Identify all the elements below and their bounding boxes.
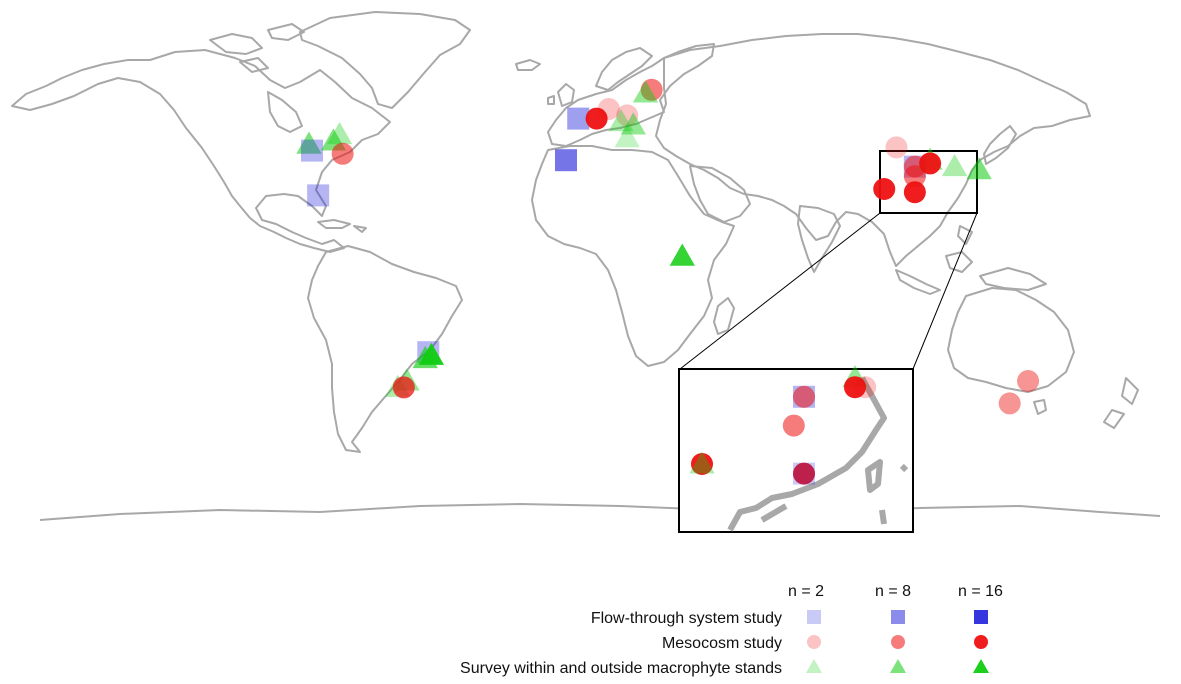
australia-outline [947,287,1075,393]
africa-outline [531,145,735,367]
scandinavia-outline [595,47,653,91]
site-marker-meso-8 [597,98,620,120]
uk-ireland-outline [547,83,575,107]
site-marker-survey-15 [632,80,659,103]
site-marker-flow-6 [567,107,590,130]
inset-marker-flow-5 [793,462,815,485]
legend-square-icon-flow-n2 [807,610,821,624]
site-marker-survey-31 [941,153,968,177]
caribbean-outline [317,219,367,233]
europe-outline [547,43,715,147]
site-marker-meso-29 [873,178,896,200]
arabia-outline [689,165,751,223]
inset-connector-left [679,212,881,370]
inset-marker-meso-4 [793,462,815,485]
greenland-outline [299,11,471,109]
inset-marker-meso-2 [793,385,815,408]
legend-size-header-2: n = 8 [875,583,911,600]
north-america-outline [11,49,391,253]
iceland-outline [515,59,541,71]
site-marker-flow-1 [301,139,324,162]
site-marker-survey-32 [966,157,992,180]
site-marker-meso-34 [998,392,1021,415]
site-marker-survey-19 [412,345,438,369]
site-marker-survey-11 [620,112,646,135]
asia-outline [655,33,1091,267]
inset-coastline [727,376,909,532]
site-marker-meso-23 [885,136,908,159]
site-marker-survey-0 [296,131,322,154]
site-marker-meso-9 [616,104,639,127]
site-marker-meso-4 [331,142,354,165]
legend-circle-icon-meso-n16 [974,635,988,649]
inset-marker-meso-3 [782,414,805,437]
site-marker-flow-13 [555,149,577,172]
legend-symbols [805,610,990,674]
legend-square-icon-flow-n8 [891,610,905,624]
site-marker-meso-33 [1017,370,1040,392]
legend-square-icon-flow-n16 [974,610,988,624]
site-marker-meso-14 [640,78,663,101]
legend-circle-icon-meso-n2 [807,635,821,649]
arctic-islands-outline [209,23,305,73]
southeast-asia-islands-outline [895,225,1047,295]
inset-connector-right [912,212,978,370]
legend: n = 2 n = 8 n = 16 Flow-through system s… [460,583,1003,677]
tasmania-outline [1033,399,1047,415]
study-site-markers [296,78,1040,415]
site-marker-flow-5 [307,184,330,207]
site-marker-meso-28 [903,165,926,188]
legend-triangle-icon-survey-n2 [805,658,823,674]
legend-label-meso: Mesocosm study [662,635,782,652]
site-marker-survey-10 [608,109,634,132]
inset-site-markers [689,364,877,485]
inset-marker-survey-9 [689,451,715,474]
legend-label-flow: Flow-through system study [591,610,782,627]
legend-circle-icon-meso-n8 [891,635,905,649]
site-marker-meso-27 [919,152,942,175]
hudson-bay-outline [267,91,303,133]
madagascar-outline [713,297,735,335]
antarctica-outline [39,503,1161,521]
japan-outline [983,125,1017,165]
inset-marker-meso-0 [691,453,713,475]
inset-zoom-box [678,150,978,533]
site-marker-meso-30 [903,181,926,204]
site-marker-meso-7 [585,107,608,130]
south-america-outline [307,245,463,453]
legend-label-survey: Survey within and outside macrophyte sta… [460,660,782,677]
legend-size-header-3: n = 16 [958,583,1003,600]
new-zealand-outline [1103,377,1139,429]
inset-marker-meso-8 [844,376,866,399]
legend-triangle-icon-survey-n8 [889,658,907,674]
legend-size-header-1: n = 2 [788,583,824,600]
legend-triangle-icon-survey-n16 [972,658,990,674]
site-marker-survey-16 [669,243,695,266]
site-marker-meso-22 [392,376,415,399]
coastlines [11,11,1161,521]
site-marker-survey-12 [614,125,640,148]
